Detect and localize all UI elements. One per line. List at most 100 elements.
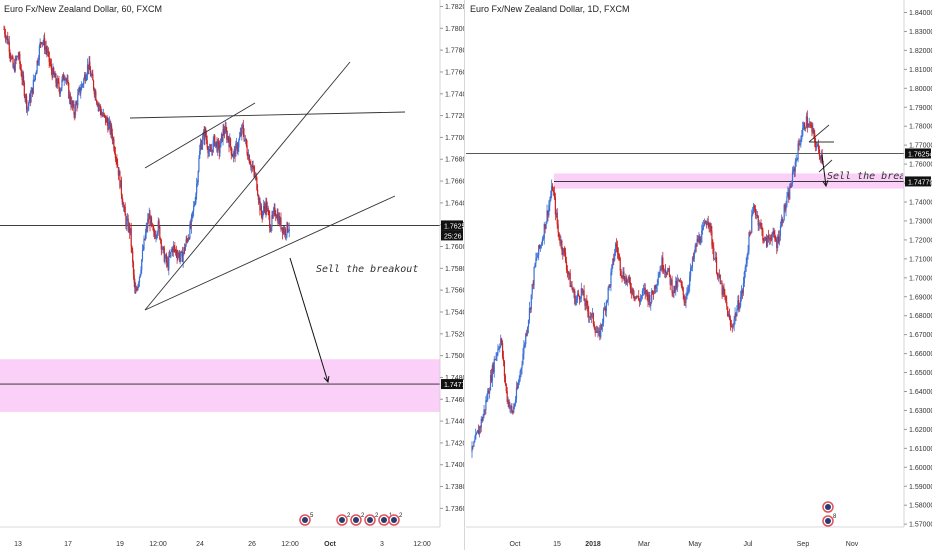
time-axis-bg [0, 527, 464, 550]
left-chart-svg[interactable]: Sell the breakout 1.78200 1.78000 1.77800 1.… [0, 0, 464, 550]
candle-body [744, 267, 746, 272]
y-tick-label: 1.65000 [909, 370, 932, 377]
candle-body [811, 125, 813, 133]
candle-body [237, 147, 239, 151]
event-badge[interactable]: 2 [336, 513, 351, 526]
candle-body [245, 138, 247, 146]
candle-body [706, 221, 708, 226]
candle-body [610, 272, 612, 287]
candle-body [522, 354, 524, 365]
right-chart-svg[interactable]: Sell the breakout 1.84000 1.83000 1.82000 1.… [466, 0, 932, 550]
candle-body [238, 136, 241, 140]
candle-body [733, 319, 735, 327]
candle-body [105, 115, 107, 123]
candle-body [123, 206, 125, 208]
candle-body [147, 218, 150, 220]
event-badge[interactable]: 2 [350, 513, 365, 526]
candle-body [715, 257, 717, 260]
candle-body [146, 227, 148, 229]
candle-body [730, 325, 732, 327]
event-badge[interactable]: 8 [822, 514, 837, 527]
candle-body [594, 328, 596, 333]
event-badge[interactable]: 2 [364, 513, 379, 526]
y-tick-label: 1.84000 [909, 10, 932, 17]
candle-body [21, 75, 23, 80]
level-tag: 1.74779 [444, 382, 464, 389]
candle-body [181, 252, 183, 262]
candle-body [145, 227, 147, 234]
candle-body [674, 285, 676, 292]
event-badge[interactable]: 5 [299, 513, 314, 526]
candle-body [190, 217, 193, 228]
right-chart-panel[interactable]: Euro Fx/New Zealand Dollar, 1D, FXCM Sel… [466, 0, 932, 550]
candle-body [249, 163, 251, 165]
candle-body [696, 238, 698, 247]
candle-body [135, 288, 137, 294]
candle-body [660, 269, 662, 271]
candle-body [38, 46, 40, 60]
candle-body [781, 219, 783, 223]
event-badge[interactable]: 2 [388, 513, 403, 526]
candle-body [217, 141, 219, 152]
y-tick-label: 1.77000 [909, 143, 932, 150]
y-tick-label: 1.75400 [445, 309, 464, 316]
candle-body [251, 165, 253, 168]
candle-body [275, 214, 277, 216]
candle-body [627, 277, 630, 280]
candle-body [33, 79, 35, 81]
y-tick-label: 1.59000 [909, 484, 932, 491]
candle-body [223, 131, 226, 134]
candle-body [763, 240, 765, 242]
candle-body [515, 387, 518, 400]
candle-body [703, 221, 706, 226]
candle-body [91, 74, 93, 76]
candle-body [652, 293, 655, 295]
candle-body [165, 255, 167, 258]
candle-body [583, 290, 585, 301]
candle-body [278, 215, 280, 224]
candle-body [622, 271, 624, 278]
candle-body [52, 67, 54, 78]
candle-body [743, 271, 745, 284]
y-tick-label: 1.63000 [909, 408, 932, 415]
y-tick-label: 1.74000 [445, 462, 464, 469]
candle-body [761, 226, 763, 230]
candle-body [601, 324, 603, 326]
left-chart-panel[interactable]: Euro Fx/New Zealand Dollar, 60, FXCM Sel… [0, 0, 465, 550]
candle-body [720, 283, 722, 285]
candle-body [580, 288, 582, 299]
candle-body [793, 168, 795, 172]
candle-body [519, 371, 521, 379]
candle-body [602, 322, 604, 326]
x-tick-label: 2018 [585, 541, 601, 548]
candle-body [32, 79, 34, 94]
candle-body [7, 41, 10, 44]
candle-body [632, 288, 634, 296]
candle-body [715, 257, 718, 274]
candle-body [50, 63, 52, 65]
candle-body [26, 108, 28, 110]
candle-body [614, 243, 617, 254]
y-tick-label: 1.75200 [445, 331, 464, 338]
candle-body [631, 288, 633, 294]
candle-body [748, 232, 750, 251]
candle-body [127, 218, 129, 231]
candle-body [211, 149, 214, 152]
candle-body [656, 283, 658, 286]
candle-body [633, 295, 635, 297]
trend-line [144, 102, 256, 169]
candle-body [721, 283, 723, 295]
candle-body [232, 155, 234, 158]
candle-body [701, 230, 703, 243]
candle-body [565, 261, 568, 270]
candle-body [532, 284, 534, 286]
candle-body [30, 92, 32, 102]
candle-body [20, 68, 22, 76]
candle-body [79, 87, 81, 94]
event-badge[interactable] [822, 501, 834, 513]
candle-body [479, 426, 481, 428]
candle-body [136, 289, 138, 290]
candle-body [489, 374, 492, 391]
candle-body [596, 331, 598, 333]
candle-body [725, 295, 727, 302]
